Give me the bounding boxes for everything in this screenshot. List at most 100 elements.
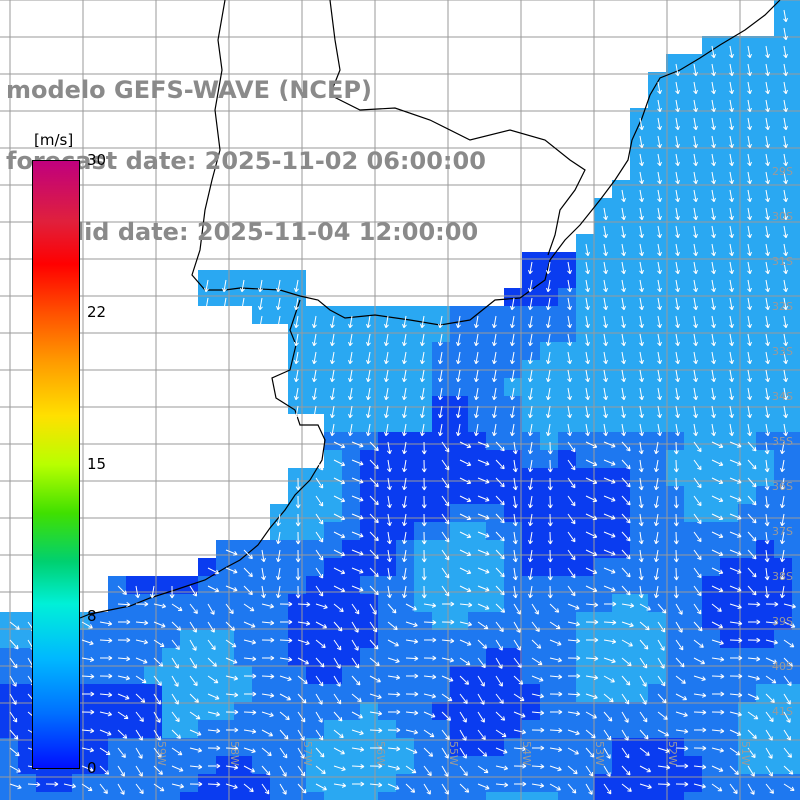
wind-arrow — [117, 747, 126, 758]
speed-cell — [522, 612, 540, 630]
wind-arrow — [657, 423, 662, 437]
speed-cell — [108, 738, 126, 756]
speed-cell — [792, 540, 800, 558]
speed-cell — [540, 306, 558, 324]
wind-arrow — [657, 693, 667, 704]
wind-arrow — [765, 279, 770, 293]
speed-cell — [756, 558, 774, 576]
wind-arrow — [729, 692, 743, 698]
speed-cell — [378, 378, 396, 396]
wind-arrow — [747, 567, 757, 578]
wind-arrow — [729, 477, 742, 484]
speed-cell — [450, 558, 468, 576]
wind-arrow — [729, 637, 743, 643]
speed-cell — [720, 702, 738, 720]
wind-arrow — [729, 783, 738, 795]
speed-cell — [360, 612, 378, 630]
speed-cell — [324, 666, 342, 684]
speed-cell — [774, 522, 792, 540]
wind-arrow — [729, 297, 734, 311]
wind-arrow — [333, 693, 342, 705]
wind-arrow — [675, 603, 683, 615]
wind-arrow — [279, 637, 293, 643]
speed-cell — [360, 396, 378, 414]
speed-cell — [630, 666, 648, 684]
wind-arrow — [693, 81, 698, 95]
speed-cell — [738, 126, 756, 144]
speed-cell — [738, 756, 756, 774]
wind-arrow — [135, 711, 144, 722]
speed-cell — [180, 612, 198, 630]
speed-cell — [630, 180, 648, 198]
speed-cell — [576, 504, 594, 522]
speed-cell — [612, 792, 630, 800]
wind-arrow — [225, 783, 238, 790]
coastline — [79, 0, 781, 619]
speed-cell — [198, 774, 216, 792]
speed-cell — [774, 558, 792, 576]
speed-cell — [270, 774, 288, 792]
speed-cell — [684, 54, 702, 72]
speed-cell — [702, 342, 720, 360]
speed-cell — [702, 144, 720, 162]
wind-arrow — [279, 656, 293, 662]
speed-cell — [306, 702, 324, 720]
wind-arrow — [279, 765, 287, 777]
speed-cell — [756, 432, 774, 450]
wind-arrow — [603, 423, 608, 437]
speed-cell — [306, 558, 324, 576]
wind-arrow — [189, 747, 203, 753]
speed-cell — [162, 684, 180, 702]
speed-cell — [414, 342, 432, 360]
wind-arrow — [477, 513, 490, 520]
wind-arrow — [153, 639, 165, 648]
speed-cell — [774, 108, 792, 126]
longitude-label: 56W — [374, 741, 387, 766]
speed-cell — [522, 252, 540, 270]
speed-cell — [792, 342, 800, 360]
wind-arrow — [315, 549, 324, 561]
wind-arrow — [729, 153, 734, 167]
speed-cell — [252, 576, 270, 594]
speed-cell — [558, 720, 576, 738]
wind-arrow — [27, 781, 41, 788]
wind-arrow — [654, 441, 659, 455]
speed-cell — [18, 648, 36, 666]
speed-cell — [594, 288, 612, 306]
wind-arrow — [621, 207, 626, 221]
wind-arrow — [189, 639, 197, 651]
wind-arrow — [99, 637, 113, 644]
speed-cell — [486, 378, 504, 396]
speed-cell — [342, 594, 360, 612]
wind-arrow — [512, 495, 518, 509]
speed-cell — [468, 720, 486, 738]
wind-arrow — [477, 495, 490, 502]
wind-arrow — [225, 639, 237, 648]
latitude-label: 34S — [772, 390, 793, 403]
wind-arrow — [747, 459, 757, 470]
wind-arrow — [729, 45, 734, 59]
wind-arrow — [207, 745, 221, 751]
wind-arrow — [657, 135, 662, 149]
speed-cell — [378, 774, 396, 792]
wind-arrow — [693, 513, 702, 525]
wind-arrow — [477, 459, 490, 466]
speed-cell — [666, 630, 684, 648]
speed-cell — [504, 540, 522, 558]
wind-arrow — [351, 513, 364, 520]
speed-cell — [648, 666, 666, 684]
speed-cell — [792, 504, 800, 522]
speed-cell — [720, 522, 738, 540]
wind-arrow — [585, 567, 598, 575]
wind-arrow — [421, 477, 427, 491]
speed-cell — [378, 522, 396, 540]
latitude-label: 35S — [772, 435, 793, 448]
wind-arrow — [171, 711, 180, 723]
speed-cell — [630, 252, 648, 270]
speed-cell — [540, 378, 558, 396]
wind-arrow — [675, 639, 684, 651]
wind-arrow — [189, 621, 197, 633]
colorbar-tick-0: 0 — [87, 759, 97, 777]
speed-cell — [774, 594, 792, 612]
speed-cell — [684, 396, 702, 414]
